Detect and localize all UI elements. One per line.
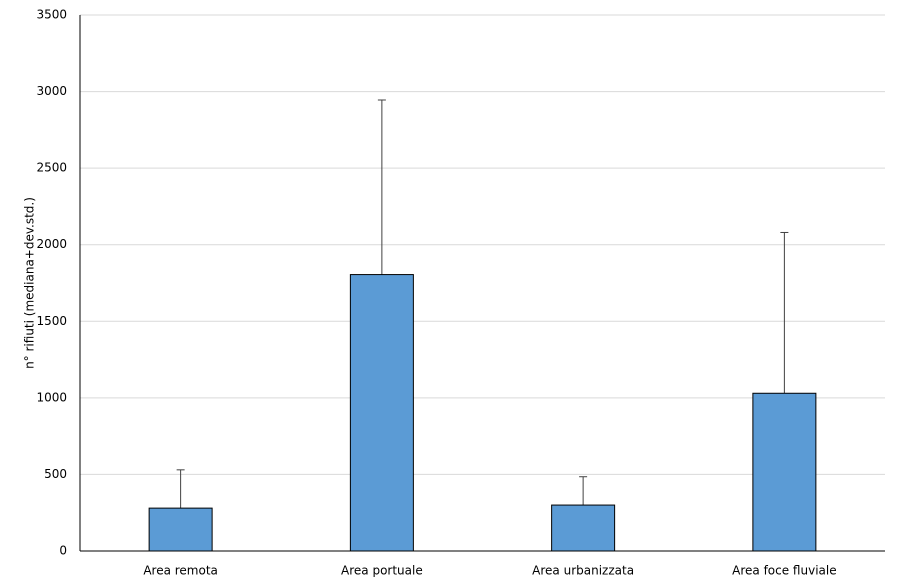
y-tick-label: 2500 xyxy=(36,161,67,175)
x-tick-label: Area foce fluviale xyxy=(732,564,836,578)
y-tick-label: 0 xyxy=(59,544,67,558)
y-tick-label: 500 xyxy=(44,467,67,481)
x-tick-label: Area remota xyxy=(143,564,218,578)
bar xyxy=(148,507,213,552)
x-tick-label: Area portuale xyxy=(341,564,423,578)
bar xyxy=(752,392,817,552)
x-tick-label: Area urbanizzata xyxy=(532,564,634,578)
y-tick-label: 3500 xyxy=(36,8,67,22)
y-tick-label: 1000 xyxy=(36,390,67,404)
y-axis-label: n° rifiuti (mediana+dev.std.) xyxy=(23,197,37,369)
y-tick-label: 1500 xyxy=(36,314,67,328)
y-tick-label: 3000 xyxy=(36,84,67,98)
bar xyxy=(551,504,616,552)
y-tick-label: 2000 xyxy=(36,237,67,251)
bar xyxy=(349,274,414,552)
